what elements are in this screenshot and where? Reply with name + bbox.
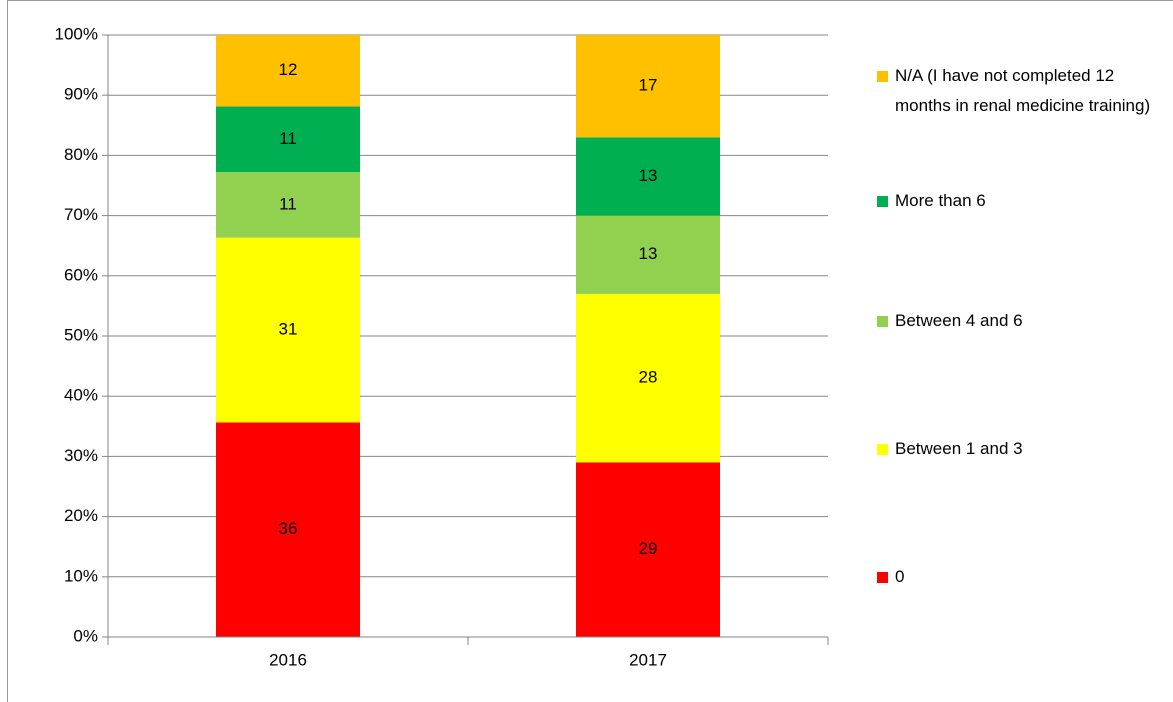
x-tick-label: 2017 — [629, 650, 667, 669]
legend-item: 0 — [877, 562, 1167, 592]
data-label: 31 — [279, 320, 298, 339]
legend-label: N/A (I have not completed 12 months in r… — [895, 66, 1151, 115]
legend-item: Between 4 and 6 — [877, 306, 1167, 336]
bar-segment — [576, 215, 720, 294]
data-label: 13 — [639, 244, 658, 263]
bar-segment — [216, 35, 360, 107]
bar-segment — [576, 293, 720, 463]
bar-segment — [576, 35, 720, 138]
data-label: 29 — [639, 539, 658, 558]
data-label: 36 — [279, 519, 298, 538]
legend-swatch — [877, 316, 888, 327]
bar-segment — [216, 106, 360, 173]
y-tick-label: 90% — [64, 85, 98, 104]
data-label: 28 — [639, 368, 658, 387]
bar-segment — [216, 172, 360, 238]
y-tick-label: 10% — [64, 566, 98, 585]
y-tick-label: 100% — [55, 24, 98, 43]
data-label: 12 — [279, 60, 298, 79]
y-tick-label: 20% — [64, 506, 98, 525]
bar-segment — [216, 237, 360, 423]
legend-swatch — [877, 196, 888, 207]
legend-label: Between 1 and 3 — [895, 439, 1023, 458]
legend-item: More than 6 — [877, 186, 1167, 216]
y-tick-label: 30% — [64, 446, 98, 465]
y-tick-label: 50% — [64, 325, 98, 344]
bar-segment — [216, 422, 360, 637]
y-tick-label: 40% — [64, 386, 98, 405]
x-tick-label: 2016 — [269, 650, 307, 669]
data-label: 11 — [279, 129, 297, 148]
legend-swatch — [877, 572, 888, 583]
legend-swatch — [877, 71, 888, 82]
y-tick-label: 0% — [73, 626, 98, 645]
y-tick-label: 80% — [64, 145, 98, 164]
data-label: 13 — [639, 166, 658, 185]
legend-label: 0 — [895, 567, 905, 586]
bar-segment — [576, 137, 720, 216]
bar-segment — [576, 462, 720, 637]
legend-label: Between 4 and 6 — [895, 311, 1023, 330]
y-tick-label: 60% — [64, 265, 98, 284]
data-label: 11 — [279, 194, 297, 213]
legend-item: N/A (I have not completed 12 months in r… — [877, 61, 1167, 121]
data-label: 17 — [639, 76, 658, 95]
y-tick-label: 70% — [64, 205, 98, 224]
legend-label: More than 6 — [895, 191, 986, 210]
legend-swatch — [877, 444, 888, 455]
legend-item: Between 1 and 3 — [877, 434, 1167, 464]
chart-border — [7, 0, 1173, 702]
